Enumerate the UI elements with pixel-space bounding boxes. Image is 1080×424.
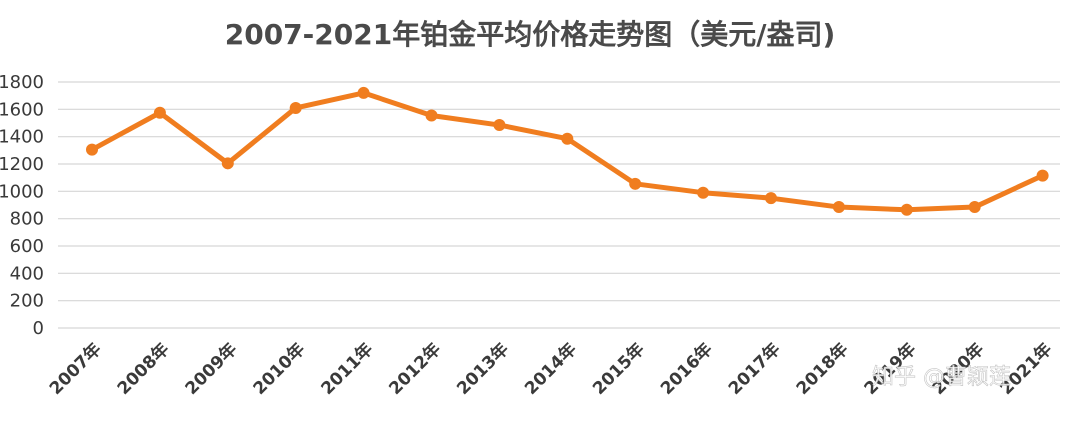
x-tick-label: 2016年 bbox=[656, 339, 716, 399]
data-point bbox=[493, 119, 506, 132]
y-tick-label: 1400 bbox=[0, 127, 44, 148]
y-tick-label: 800 bbox=[10, 209, 44, 230]
y-tick-label: 1800 bbox=[0, 72, 44, 93]
x-tick-label: 2014年 bbox=[520, 339, 580, 399]
data-point bbox=[968, 201, 981, 214]
y-tick-label: 1000 bbox=[0, 181, 44, 202]
data-point bbox=[357, 86, 370, 99]
data-point bbox=[1036, 169, 1049, 182]
y-tick-label: 1600 bbox=[0, 99, 44, 120]
x-tick-label: 2015年 bbox=[588, 339, 648, 399]
data-point bbox=[425, 109, 438, 122]
data-point bbox=[629, 177, 642, 190]
x-tick-label: 2017年 bbox=[724, 339, 784, 399]
series-layer bbox=[86, 86, 1049, 216]
series-line bbox=[89, 90, 1046, 213]
data-point bbox=[765, 192, 777, 205]
data-point bbox=[289, 101, 302, 114]
chart-title: 2007-2021年铂金平均价格走势图（美元/盎司) bbox=[225, 18, 836, 51]
x-tick-label: 2013年 bbox=[453, 339, 513, 399]
data-point bbox=[86, 143, 98, 156]
y-axis-ticks: 0 200 400 600 800 1000 1200 1400 1600 1800 bbox=[0, 72, 44, 339]
x-tick-label: 2018年 bbox=[792, 339, 852, 399]
data-point bbox=[900, 203, 913, 216]
y-tick-label: 600 bbox=[10, 236, 44, 257]
x-tick-label: 2009年 bbox=[181, 339, 241, 399]
y-tick-label: 1200 bbox=[0, 154, 44, 175]
x-tick-label: 2011年 bbox=[317, 339, 377, 399]
data-point bbox=[832, 201, 845, 214]
x-tick-label: 2012年 bbox=[385, 339, 445, 399]
data-point bbox=[221, 157, 234, 170]
x-tick-label: 2007年 bbox=[45, 339, 105, 399]
x-tick-label: 2010年 bbox=[249, 339, 309, 399]
x-tick-label: 2008年 bbox=[113, 339, 173, 399]
y-tick-label: 400 bbox=[10, 263, 44, 284]
y-tick-label: 0 bbox=[33, 318, 44, 339]
y-tick-label: 200 bbox=[10, 291, 44, 312]
data-point bbox=[153, 106, 166, 119]
data-point bbox=[697, 186, 710, 199]
watermark-text: 知乎 @曹颖莲 bbox=[872, 365, 1011, 390]
data-point bbox=[561, 132, 574, 145]
